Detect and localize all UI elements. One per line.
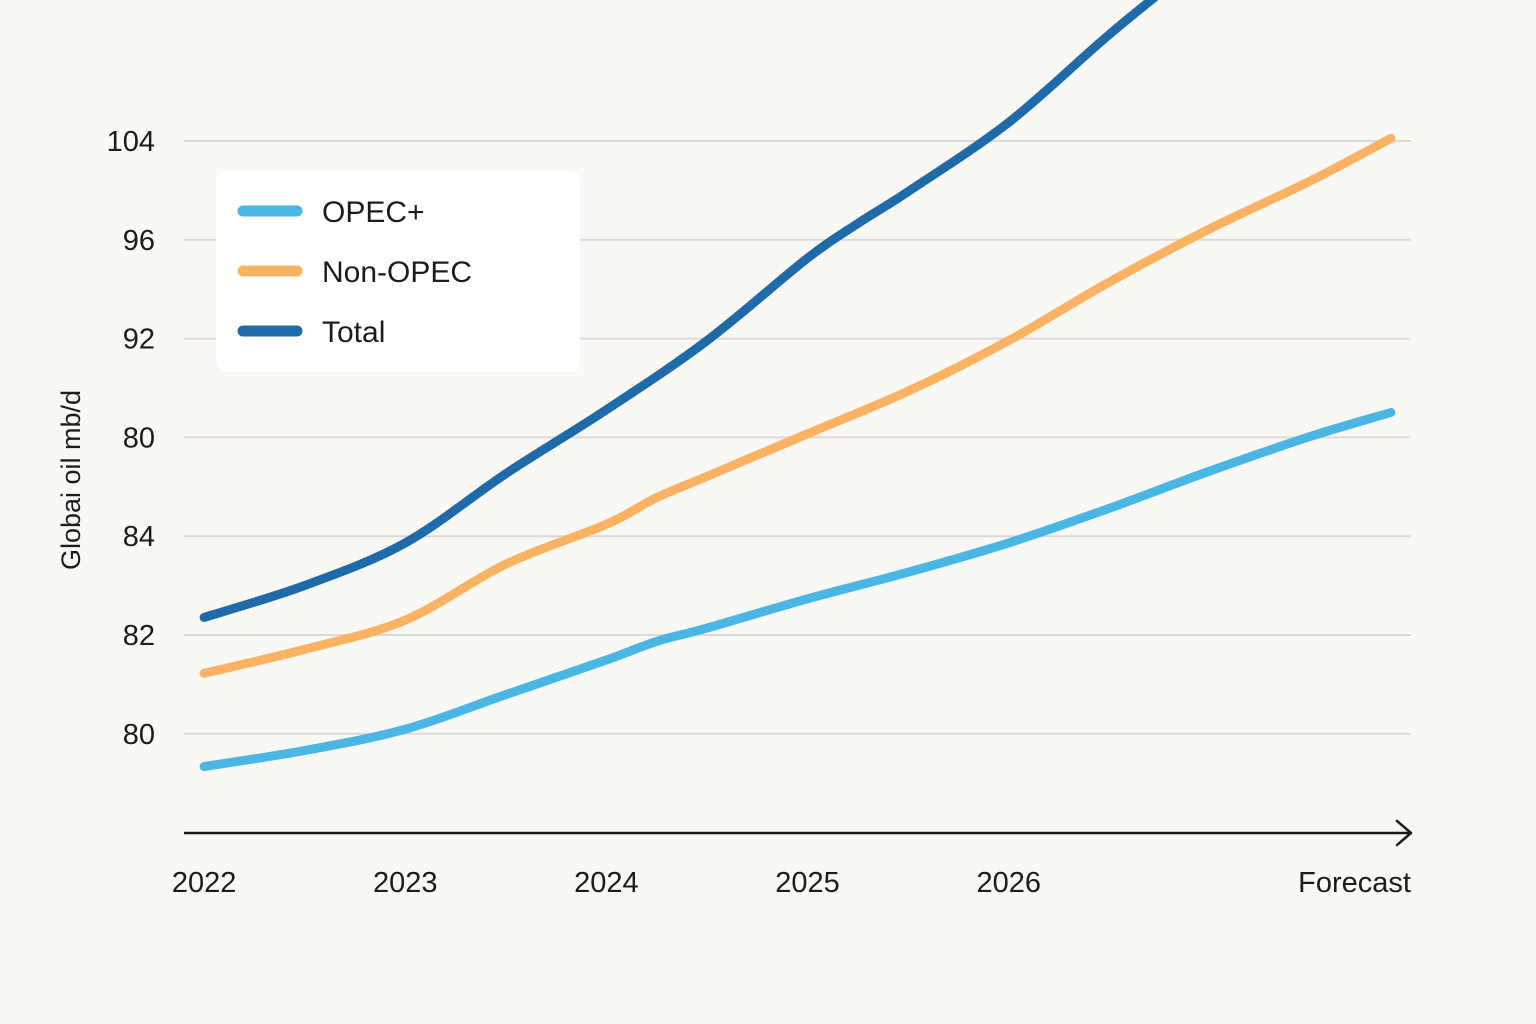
legend-items: OPEC+ Non-OPEC Total <box>237 196 472 349</box>
legend-label-total: Total <box>322 316 385 349</box>
series-line-total <box>199 0 1159 622</box>
y-tick-label: 104 <box>107 126 155 158</box>
y-tick-label: 80 <box>123 422 155 454</box>
y-tick-label: 96 <box>123 225 155 257</box>
series-line-non-opec <box>199 133 1396 678</box>
y-axis-title: Globai oil mb/d <box>56 390 86 570</box>
x-tick-label: 2026 <box>976 867 1041 899</box>
x-tick-label: 2024 <box>574 867 639 899</box>
y-axis-ticks: 104 96 92 80 84 82 80 <box>107 126 155 751</box>
y-tick-label: 80 <box>123 719 155 751</box>
legend-box <box>216 171 580 371</box>
legend: OPEC+ Non-OPEC Total <box>216 171 580 371</box>
series-line-opec <box>199 408 1396 771</box>
x-tick-label: 2023 <box>373 867 438 899</box>
y-tick-label: 84 <box>123 521 155 553</box>
legend-label-non-opec: Non-OPEC <box>322 256 472 289</box>
x-axis-ticks: 2022 2023 2024 2025 2026 Forecast <box>172 867 1411 899</box>
x-tick-label: 2022 <box>172 867 237 899</box>
y-tick-label: 92 <box>123 324 155 356</box>
x-axis-arrow-icon <box>1395 819 1413 847</box>
x-tick-label: 2025 <box>775 867 840 899</box>
series-lines <box>199 0 1396 771</box>
x-axis <box>184 819 1413 847</box>
x-tick-label: Forecast <box>1298 867 1411 899</box>
y-tick-label: 82 <box>123 620 155 652</box>
legend-label-opec: OPEC+ <box>322 196 425 229</box>
